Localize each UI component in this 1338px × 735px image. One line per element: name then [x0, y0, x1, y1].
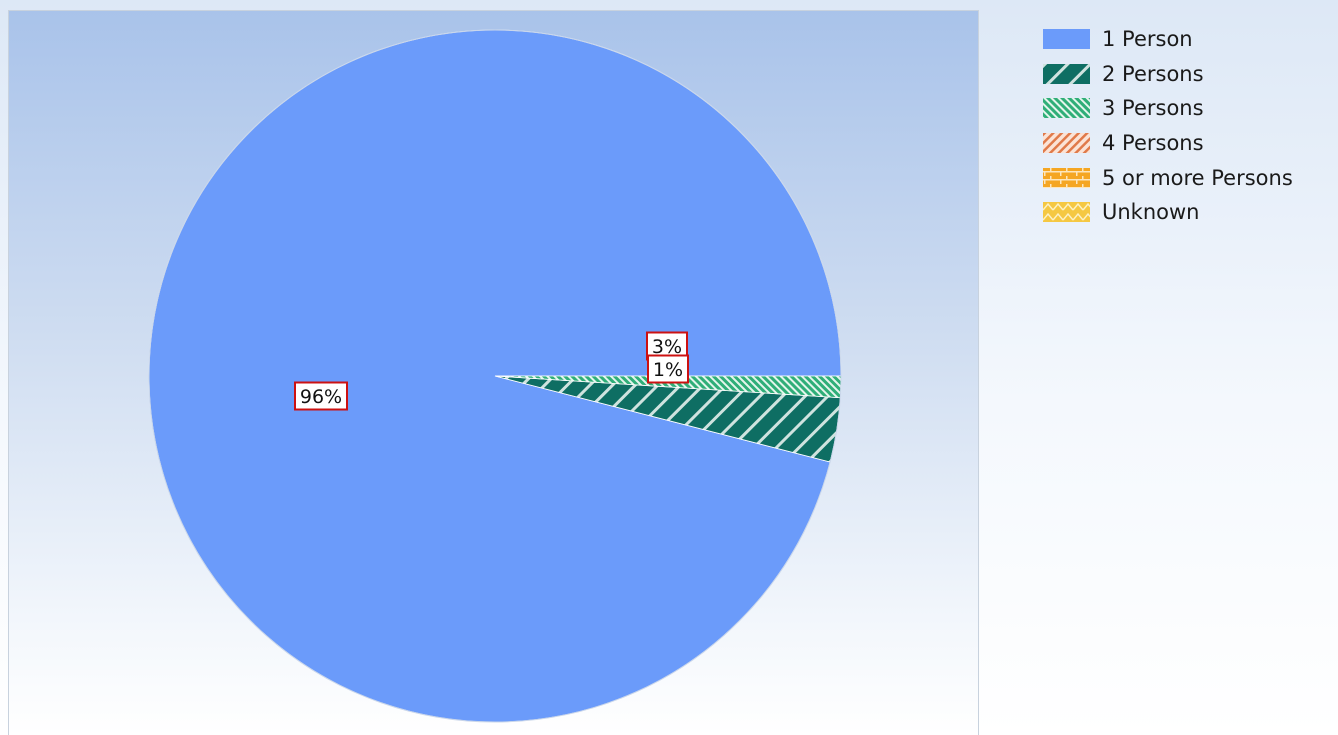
legend-item: 3 Persons	[1043, 91, 1335, 126]
chart-legend: 1 Person 2 Persons 3 Persons 4 Persons 5 or …	[1043, 22, 1335, 230]
legend-swatch-icon	[1043, 63, 1090, 84]
pie-outline	[148, 29, 842, 723]
legend-label: 5 or more Persons	[1102, 165, 1293, 190]
data-label: 96%	[294, 381, 348, 411]
legend-item: Unknown	[1043, 195, 1335, 230]
legend-item: 5 or more Persons	[1043, 160, 1335, 195]
legend-swatch-icon	[1043, 202, 1090, 223]
legend-item: 2 Persons	[1043, 57, 1335, 92]
legend-label: 3 Persons	[1102, 96, 1204, 121]
legend-item: 4 Persons	[1043, 126, 1335, 161]
data-label-text: 96%	[300, 386, 342, 408]
legend-label: 1 Person	[1102, 27, 1193, 52]
data-label: 1%	[647, 354, 689, 384]
legend-label: Unknown	[1102, 200, 1200, 225]
legend-swatch-icon	[1043, 167, 1090, 188]
legend-swatch-icon	[1043, 98, 1090, 119]
data-label-text: 3%	[652, 336, 682, 358]
data-label-box	[294, 381, 348, 411]
legend-item: 1 Person	[1043, 22, 1335, 57]
data-label-box	[647, 354, 689, 384]
data-label-text: 1%	[653, 359, 683, 381]
legend-swatch-icon	[1043, 133, 1090, 154]
legend-label: 2 Persons	[1102, 61, 1204, 86]
legend-label: 4 Persons	[1102, 131, 1204, 156]
legend-swatch-icon	[1043, 29, 1090, 50]
